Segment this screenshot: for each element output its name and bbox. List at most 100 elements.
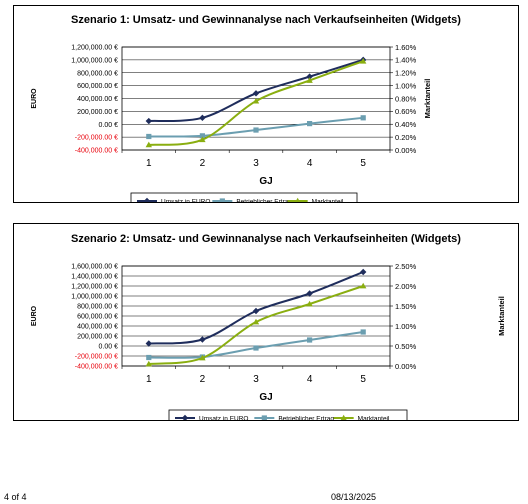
data-point [307, 121, 313, 127]
legend-label: Betrieblicher Ertrag [278, 415, 334, 420]
y-tick-label: 200,000.00 € [77, 109, 118, 116]
data-point [146, 354, 152, 361]
x-tick-label: 1 [146, 158, 152, 169]
y-tick-label: 1,600,000.00 € [71, 264, 118, 271]
y2-tick-label: 1.00% [395, 81, 417, 90]
y2-tick-label: 1.20% [395, 69, 417, 78]
legend-marker [261, 415, 267, 420]
y2-axis-label: Marktanteil [423, 79, 432, 119]
legend-label: Umsatz in EURO [161, 198, 210, 202]
data-point [253, 345, 259, 351]
y2-tick-label: 1.60% [395, 43, 417, 52]
legend-marker [181, 414, 189, 420]
y-tick-label: 600,000.00 € [77, 314, 118, 321]
chart-title: Szenario 1: Umsatz- und Gewinnanalyse na… [71, 14, 461, 26]
data-point [306, 290, 313, 297]
data-point [360, 268, 367, 276]
x-tick-label: 4 [307, 374, 313, 385]
legend-label: Umsatz in EURO [199, 415, 248, 420]
y2-tick-label: 2.00% [395, 282, 417, 291]
y-tick-label: -200,000.00 € [75, 135, 118, 142]
y-axis-label: EURO [31, 305, 38, 326]
y2-axis-label: Marktanteil [497, 296, 506, 336]
series-2 [145, 57, 367, 148]
y-tick-label: 800,000.00 € [77, 70, 118, 77]
y2-tick-label: 0.00% [395, 146, 417, 155]
data-point [199, 336, 206, 343]
y-tick-label: 400,000.00 € [77, 96, 118, 103]
x-tick-label: 2 [200, 158, 206, 169]
chart-panel-scenario-2: Szenario 2: Umsatz- und Gewinnanalyse na… [13, 223, 519, 421]
data-point [307, 337, 313, 343]
y-tick-label: 600,000.00 € [77, 83, 118, 90]
data-point [145, 141, 152, 148]
chart-scenario-1: Szenario 1: Umsatz- und Gewinnanalyse na… [31, 14, 461, 202]
y-tick-label: -200,000.00 € [75, 354, 118, 361]
data-point [146, 133, 152, 140]
legend-label: Betrieblicher Ertrag [236, 198, 292, 202]
x-tick-label: 4 [307, 158, 313, 169]
y2-tick-label: 0.40% [395, 120, 417, 129]
y2-tick-label: 0.20% [395, 133, 417, 142]
y2-tick-label: 1.50% [395, 302, 417, 311]
data-point [360, 57, 367, 64]
y-tick-label: -400,000.00 € [75, 148, 118, 155]
y-tick-label: 1,400,000.00 € [71, 274, 118, 281]
series-1 [146, 115, 366, 140]
y-tick-label: 1,000,000.00 € [71, 57, 118, 64]
legend [168, 409, 408, 420]
data-point [145, 360, 152, 367]
data-point [145, 117, 152, 125]
x-tick-label: 2 [200, 374, 206, 385]
data-point [306, 73, 313, 80]
chart-scenario-2: Szenario 2: Umsatz- und Gewinnanalyse na… [31, 233, 506, 420]
data-point [253, 127, 259, 133]
series-2 [145, 282, 367, 367]
y2-tick-label: 1.00% [395, 322, 417, 331]
data-point [252, 90, 260, 97]
print-date: 08/13/2025 [331, 492, 377, 502]
data-point [306, 77, 313, 83]
x-tick-label: 1 [146, 374, 152, 385]
x-axis-label: GJ [259, 392, 272, 403]
legend-marker [340, 414, 347, 420]
data-point [252, 318, 260, 325]
y-axis-label: EURO [31, 88, 38, 109]
y-tick-label: 1,000,000.00 € [71, 294, 118, 301]
y-tick-label: 400,000.00 € [77, 324, 118, 331]
y2-tick-label: 0.60% [395, 107, 417, 116]
x-tick-label: 3 [253, 158, 259, 169]
y2-tick-label: 0.50% [395, 342, 417, 351]
x-axis-label: GJ [259, 176, 272, 187]
y-tick-label: 800,000.00 € [77, 304, 118, 311]
chart-title: Szenario 2: Umsatz- und Gewinnanalyse na… [71, 233, 461, 245]
data-point [306, 300, 313, 307]
x-tick-label: 5 [360, 158, 366, 169]
data-point [360, 329, 366, 335]
page-number: 4 of 4 [4, 492, 27, 502]
legend [130, 192, 358, 202]
legend-marker [143, 197, 151, 202]
y-tick-label: 1,200,000.00 € [71, 284, 118, 291]
data-point [199, 136, 206, 143]
x-tick-label: 5 [360, 374, 366, 385]
y2-tick-label: 0.00% [395, 362, 417, 371]
y-tick-label: -400,000.00 € [75, 364, 118, 371]
y2-tick-label: 2.50% [395, 262, 417, 271]
data-point [360, 115, 366, 121]
data-point [360, 282, 367, 289]
data-point [252, 307, 260, 315]
y2-tick-label: 0.80% [395, 94, 417, 103]
y-tick-label: 1,200,000.00 € [71, 45, 118, 52]
data-point [145, 340, 152, 347]
data-point [199, 133, 205, 139]
y-tick-label: 0.00 € [99, 344, 119, 351]
legend-marker [295, 197, 301, 202]
legend-marker [219, 198, 225, 202]
legend-label: Marktanteil [312, 198, 344, 202]
data-point [199, 114, 206, 122]
y-tick-label: 200,000.00 € [77, 334, 118, 341]
series-0 [145, 268, 367, 347]
y2-tick-label: 1.40% [395, 56, 417, 65]
x-tick-label: 3 [253, 374, 259, 385]
